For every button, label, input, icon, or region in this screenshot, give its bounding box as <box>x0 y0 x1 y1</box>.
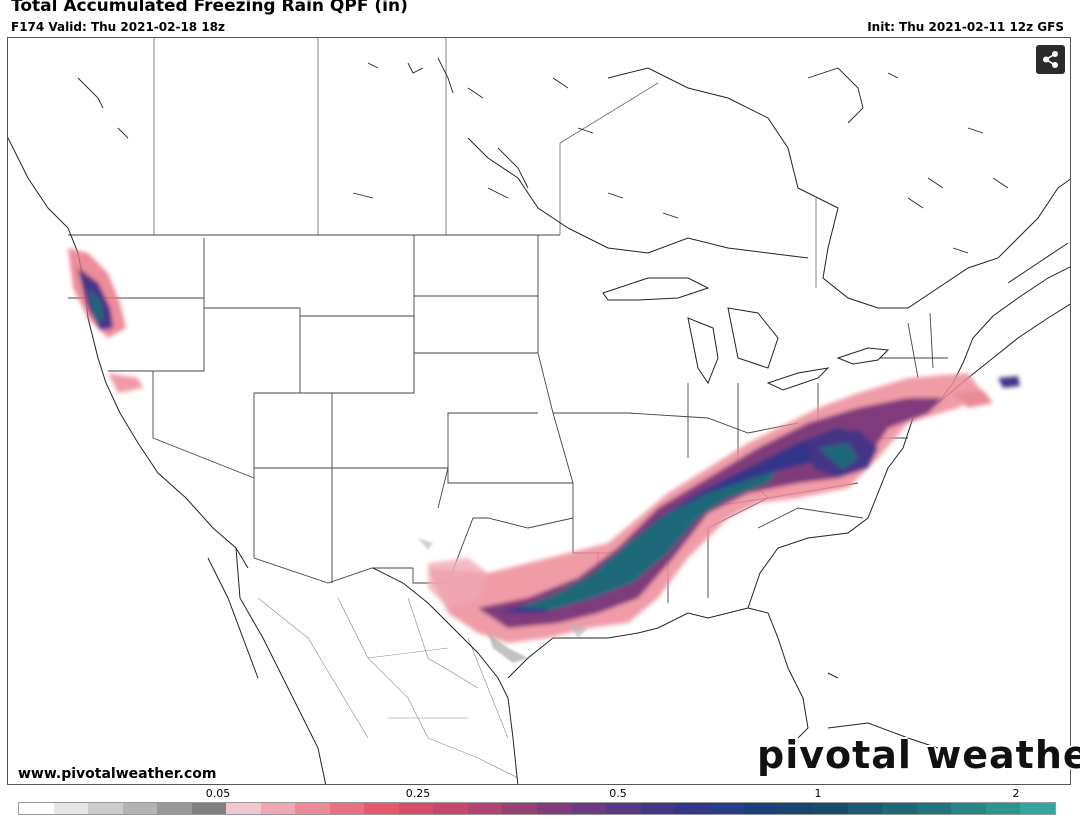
colorbar-swatch <box>882 803 917 814</box>
valid-time: F174 Valid: Thu 2021-02-18 18z <box>11 20 226 34</box>
colorbar-swatch <box>53 803 89 814</box>
colorbar-tick: 0.05 <box>205 787 231 800</box>
colorbar-swatch <box>1020 803 1055 814</box>
colorbar-swatch <box>191 803 227 814</box>
share-icon <box>1043 51 1058 68</box>
colorbar-swatch <box>260 803 296 814</box>
freezing-rain-field <box>68 248 1020 663</box>
caribbean-islands <box>827 672 939 749</box>
colorbar-swatch <box>847 803 883 814</box>
colorbar-swatch <box>157 803 192 814</box>
colorbar-swatch <box>536 803 572 814</box>
colorbar-tick: 1 <box>814 787 822 800</box>
colorbar-swatch <box>295 803 330 814</box>
colorbar-tick: 2 <box>1012 787 1020 800</box>
init-time: Init: Thu 2021-02-11 12z GFS <box>867 20 1064 34</box>
colorbar-tick: 0.5 <box>609 787 627 800</box>
website-label: www.pivotalweather.com <box>18 766 217 782</box>
colorbar-swatch <box>571 803 607 814</box>
colorbar-swatch <box>433 803 468 814</box>
map-title: Total Accumulated Freezing Rain QPF (in) <box>11 0 408 16</box>
colorbar-swatch <box>744 803 779 814</box>
colorbar-swatch <box>329 803 365 814</box>
map-svg <box>8 38 1070 784</box>
canada-lakes <box>77 57 1009 254</box>
colorbar-swatch <box>467 803 503 814</box>
colorbar-swatch <box>675 803 710 814</box>
colorbar-swatch <box>364 803 399 814</box>
colorbar-swatch <box>502 803 537 814</box>
colorbar-swatch <box>122 803 158 814</box>
colorbar-tick: 0.25 <box>405 787 431 800</box>
canada-province-borders <box>153 38 817 288</box>
colorbar-swatch <box>19 803 54 814</box>
colorbar-swatch <box>88 803 123 814</box>
brand-logo: pivotal weather <box>757 733 1080 777</box>
colorbar-swatch <box>985 803 1021 814</box>
colorbar-swatch <box>640 803 676 814</box>
colorbar-swatch <box>398 803 434 814</box>
colorbar-swatch <box>778 803 814 814</box>
share-button[interactable] <box>1036 45 1065 74</box>
colorbar-swatch <box>226 803 261 814</box>
mexico-state-borders <box>257 597 519 779</box>
colorbar-swatch <box>916 803 952 814</box>
colorbar <box>18 802 1056 815</box>
forecast-map <box>7 37 1071 785</box>
colorbar-swatch <box>709 803 745 814</box>
colorbar-swatch <box>951 803 986 814</box>
coastlines <box>8 67 1070 784</box>
great-lakes <box>602 277 890 391</box>
colorbar-swatch <box>606 803 641 814</box>
colorbar-swatch <box>813 803 848 814</box>
